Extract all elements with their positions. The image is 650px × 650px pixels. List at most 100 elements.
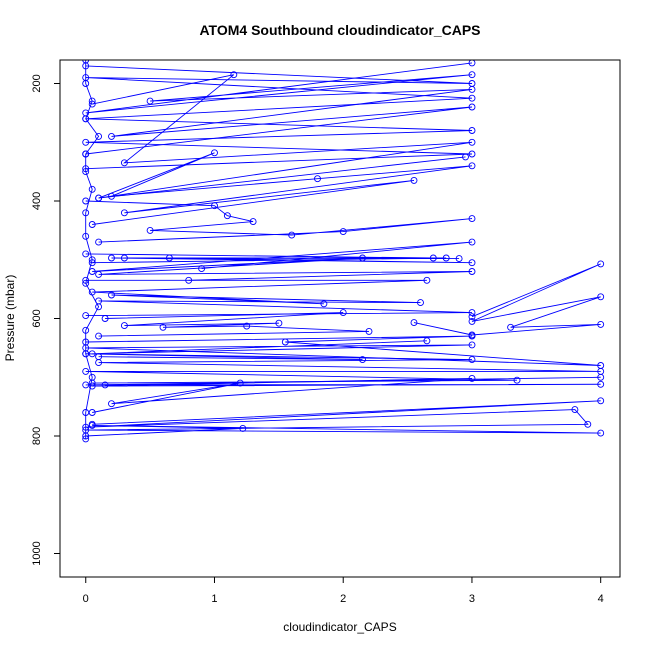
data-point (468, 356, 476, 364)
x-tick-label: 3 (469, 593, 475, 605)
data-point (571, 406, 579, 414)
series-line (85, 376, 601, 413)
series-13 (82, 373, 605, 416)
data-point (513, 376, 521, 384)
data-point (230, 71, 238, 79)
y-tick-label: 400 (31, 192, 43, 210)
data-point (468, 374, 476, 382)
y-tick-label: 1000 (31, 541, 43, 565)
data-point (82, 165, 90, 173)
data-point (468, 259, 476, 267)
data-point (95, 238, 103, 246)
x-axis: 0 1 2 3 4 (83, 576, 604, 605)
data-point (468, 162, 476, 170)
data-point (108, 132, 115, 140)
data-point (88, 421, 96, 429)
series-line (85, 353, 601, 384)
data-point (468, 238, 476, 246)
data-point (597, 320, 605, 328)
y-tick-label: 200 (31, 74, 43, 92)
series-14 (82, 397, 605, 440)
data-point (359, 254, 366, 262)
data-point (468, 103, 476, 111)
data-point (120, 209, 128, 217)
data-point (314, 175, 321, 183)
data-point (88, 268, 96, 275)
x-tick-label: 0 (83, 593, 89, 605)
data-point (468, 138, 476, 146)
data-point (82, 432, 90, 440)
y-tick-label: 600 (31, 309, 43, 327)
data-point (597, 373, 605, 381)
data-point (410, 319, 418, 327)
data-point (468, 71, 476, 79)
data-point (468, 309, 476, 317)
y-axis: 200 400 600 800 1000 (31, 74, 61, 566)
data-point (442, 254, 450, 262)
series-line (85, 400, 601, 437)
data-point (88, 382, 96, 390)
data-point (146, 97, 154, 105)
data-point (507, 323, 515, 331)
data-point (468, 317, 476, 325)
data-point (146, 226, 154, 234)
data-point (108, 254, 115, 262)
data-point (82, 138, 90, 146)
data-point (88, 259, 96, 267)
series-4 (88, 149, 476, 228)
data-point (82, 276, 90, 284)
data-point (82, 232, 90, 240)
data-point (468, 94, 476, 102)
data-point (82, 409, 90, 416)
data-point (417, 299, 424, 307)
data-point (120, 322, 128, 330)
data-point (275, 319, 283, 327)
data-point (88, 256, 96, 264)
data-point (468, 150, 476, 158)
data-point (82, 115, 90, 123)
data-point (82, 197, 90, 205)
data-point (211, 149, 218, 157)
data-point (468, 268, 476, 275)
data-point (468, 313, 476, 321)
data-point (82, 350, 90, 358)
data-point (468, 80, 476, 87)
data-point (95, 270, 103, 278)
data-point (108, 192, 115, 200)
y-tick-label: 800 (31, 427, 43, 445)
data-point (82, 150, 90, 158)
series-line (92, 241, 473, 281)
data-point (95, 297, 103, 305)
data-point (239, 424, 247, 432)
data-point (468, 332, 476, 340)
series-line (85, 279, 473, 317)
data-point (88, 409, 96, 416)
data-point (101, 381, 109, 389)
data-point (88, 288, 96, 296)
data-point (88, 221, 96, 228)
series-line (92, 74, 473, 199)
x-tick-label: 4 (598, 593, 604, 605)
data-point (320, 300, 328, 308)
data-point (88, 185, 96, 193)
data-point (82, 312, 90, 320)
data-point (82, 367, 90, 375)
data-point (198, 265, 206, 273)
data-point (597, 293, 605, 301)
data-point (462, 153, 469, 161)
x-tick-label: 2 (340, 593, 346, 605)
data-point (223, 212, 231, 220)
data-point (82, 62, 90, 70)
chart-title: ATOM4 Southbound cloudindicator_CAPS (199, 22, 480, 38)
series-7 (88, 238, 476, 284)
series-line (413, 263, 601, 336)
data-point (88, 100, 96, 108)
series-10 (95, 309, 373, 340)
data-point (365, 327, 373, 335)
x-tick-label: 1 (211, 593, 217, 605)
data-point (108, 400, 115, 408)
data-point (108, 291, 115, 299)
series-line (98, 312, 370, 337)
data-point (95, 359, 103, 367)
data-point (120, 254, 128, 262)
